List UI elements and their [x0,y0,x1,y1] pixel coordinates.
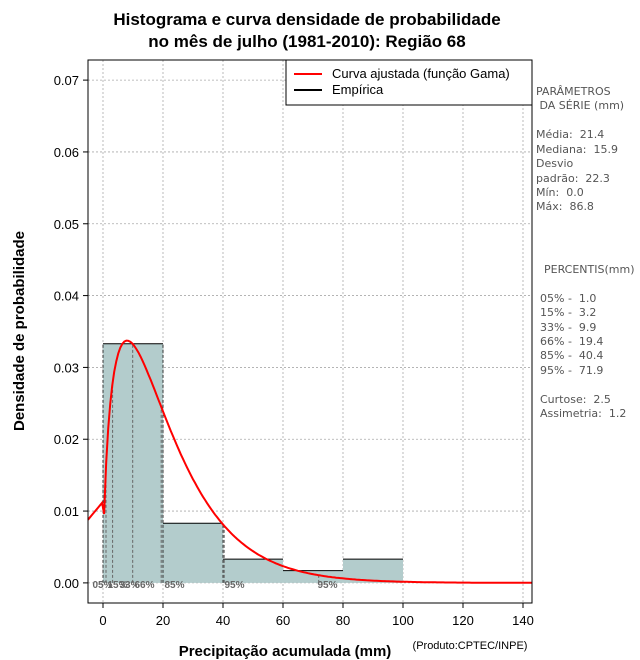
product-credit: (Produto:CPTEC/INPE) [413,640,528,652]
x-tick-label: 120 [452,613,474,628]
y-tick-label: 0.02 [54,432,79,447]
percentis-title: PERCENTIS(mm) [544,263,635,276]
percentile-label: 95% [318,580,338,591]
x-axis-label: Precipitação acumulada (mm) [179,643,392,660]
x-axis-ticks: 0 20 40 60 80 100 120 140 [99,603,534,628]
percentile-label: 95% [225,580,245,591]
x-tick-label: 60 [276,613,290,628]
stat-mediana: Mediana: 15.9 [536,143,618,156]
stat-min: Mín: 0.0 [536,186,584,199]
x-tick-label: 140 [512,613,534,628]
stat-desvio-2: padrão: 22.3 [536,172,610,185]
gamma-fit-curve [87,339,532,584]
x-tick-label: 100 [392,613,414,628]
params-title-2: DA SÉRIE (mm) [536,99,625,112]
y-tick-label: 0.06 [54,145,79,160]
stat-max: Máx: 86.8 [536,200,594,213]
percentile-labels: 05%15%33%66% 85% 95% 95% [93,580,338,591]
chart-title-line-2: no mês de julho (1981-2010): Região 68 [148,32,465,51]
y-tick-label: 0.04 [54,289,79,304]
percentile-label: 66% [135,580,155,591]
y-tick-label: 0.05 [54,217,79,232]
percentile-label: 85% [165,580,185,591]
histogram-bar [343,559,403,583]
chart-title-line-1: Histograma e curva densidade de probabil… [113,10,500,29]
x-tick-label: 0 [99,613,106,628]
legend-box [285,59,533,106]
percentile-05: 05% - 1.0 [540,292,597,305]
legend-fit-label: Curva ajustada (função Gama) [332,66,510,81]
y-axis-label: Densidade de probabilidade [11,231,28,431]
stat-curtose: Curtose: 2.5 [540,393,611,406]
stat-assimetria: Assimetria: 1.2 [540,407,627,420]
x-tick-label: 80 [336,613,350,628]
histogram-bars [103,343,403,583]
histogram-bar [223,559,283,583]
percentile-15: 15% - 3.2 [540,306,597,319]
x-tick-label: 40 [216,613,230,628]
legend-empirical-label: Empírica [332,82,384,97]
histogram-bar [163,523,223,583]
histogram-bar [283,570,343,583]
percentile-95: 95% - 71.9 [540,364,604,377]
y-tick-label: 0.01 [54,504,79,519]
percentile-label: 33% [120,580,140,591]
percentile-85: 85% - 40.4 [540,349,604,362]
percentile-label: 05% [93,580,113,591]
y-tick-label: 0.03 [54,360,79,375]
percentile-33: 33% - 9.9 [540,321,597,334]
params-title-1: PARÂMETROS [536,85,611,98]
stat-media: Média: 21.4 [536,128,605,141]
percentile-66: 66% - 19.4 [540,335,604,348]
y-tick-label: 0.00 [54,576,79,591]
percentile-label: 15% [108,580,128,591]
y-axis-ticks: 0.00 0.01 0.02 0.03 0.04 0.05 0.06 0.07 [54,73,88,591]
x-tick-label: 20 [156,613,170,628]
y-tick-label: 0.07 [54,73,79,88]
stat-desvio-1: Desvio [536,157,574,170]
legend: Curva ajustada (função Gama) Empírica [285,59,533,106]
